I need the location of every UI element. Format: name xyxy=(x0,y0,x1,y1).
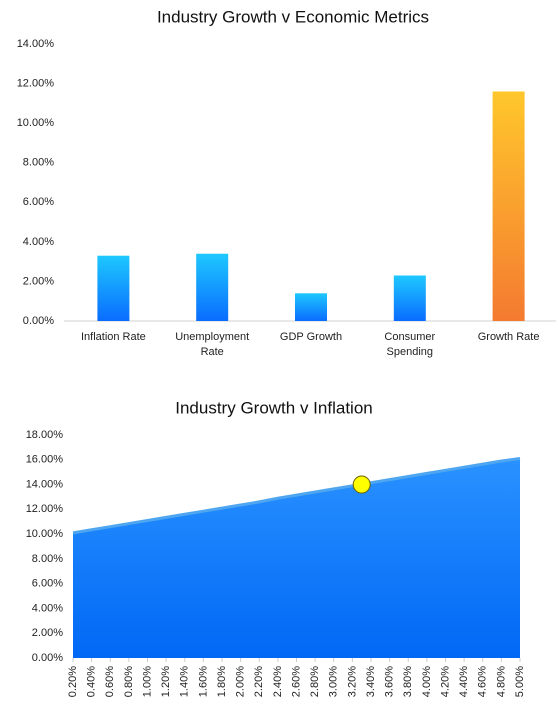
y-tick-label: 18.00% xyxy=(26,429,64,441)
x-tick-label: 0.80% xyxy=(123,666,135,697)
x-tick-label: 0.20% xyxy=(67,666,79,697)
x-tick-label: 3.20% xyxy=(346,666,358,697)
x-tick-label: 1.20% xyxy=(160,666,172,697)
bar xyxy=(295,293,327,321)
x-tick-label: 2.20% xyxy=(253,666,265,697)
y-tick-label: 10.00% xyxy=(26,528,64,540)
x-tick-label: 0.40% xyxy=(86,666,98,697)
x-tick-label: Growth Rate xyxy=(477,331,540,343)
y-tick-label: 8.00% xyxy=(32,553,63,565)
y-tick-label: 16.00% xyxy=(26,454,64,466)
y-tick-label: 10.00% xyxy=(17,117,55,129)
y-tick-label: 0.00% xyxy=(23,315,54,327)
x-tick-label: Unemployment Rate xyxy=(175,331,250,358)
x-tick-label: 4.00% xyxy=(421,666,433,697)
x-tick-label: 4.60% xyxy=(477,666,489,697)
x-tick-label: Consumer Spending xyxy=(384,331,436,358)
x-tick-label: 4.80% xyxy=(495,666,507,697)
y-tick-label: 14.00% xyxy=(26,478,64,490)
x-tick-label: 2.00% xyxy=(235,666,247,697)
chart-title: Industry Growth v Economic Metrics xyxy=(157,7,429,26)
y-tick-label: 8.00% xyxy=(23,157,54,169)
y-tick-label: 2.00% xyxy=(32,627,63,639)
y-tick-label: 6.00% xyxy=(32,578,63,590)
x-tick-label: 1.60% xyxy=(197,666,209,697)
x-tick-label: 3.40% xyxy=(365,666,377,697)
x-tick-label: 1.40% xyxy=(179,666,191,697)
x-tick-label: 1.00% xyxy=(141,666,153,697)
bar xyxy=(393,275,426,321)
y-tick-label: 2.00% xyxy=(23,275,54,287)
x-tick-label: 4.40% xyxy=(458,666,470,697)
y-tick-label: 6.00% xyxy=(23,196,54,208)
y-tick-label: 4.00% xyxy=(32,602,63,614)
x-tick-label: Inflation Rate xyxy=(80,331,146,343)
highlight-point xyxy=(352,475,371,494)
y-tick-label: 0.00% xyxy=(32,652,63,664)
x-tick-label: 1.80% xyxy=(216,666,228,697)
x-tick-label: 2.40% xyxy=(272,666,284,697)
x-tick-label: 5.00% xyxy=(514,666,526,697)
bar xyxy=(196,253,229,321)
area xyxy=(73,458,520,658)
x-tick-label: 3.80% xyxy=(402,666,414,697)
x-tick-label: 3.60% xyxy=(384,666,396,697)
x-tick-label: GDP Growth xyxy=(279,331,343,343)
y-tick-label: 4.00% xyxy=(23,236,54,248)
x-tick-label: 3.00% xyxy=(328,666,340,697)
bar xyxy=(97,255,130,321)
line xyxy=(72,457,521,535)
y-tick-label: 14.00% xyxy=(17,38,55,50)
x-tick-label: 2.60% xyxy=(290,666,302,697)
x-tick-label: 0.60% xyxy=(104,666,116,697)
y-tick-label: 12.00% xyxy=(26,503,64,515)
x-tick-label: 2.80% xyxy=(309,666,321,697)
chart-title: Industry Growth v Inflation xyxy=(175,398,372,417)
y-tick-label: 12.00% xyxy=(17,77,55,89)
x-tick-label: 4.20% xyxy=(439,666,451,697)
bar xyxy=(492,91,525,321)
